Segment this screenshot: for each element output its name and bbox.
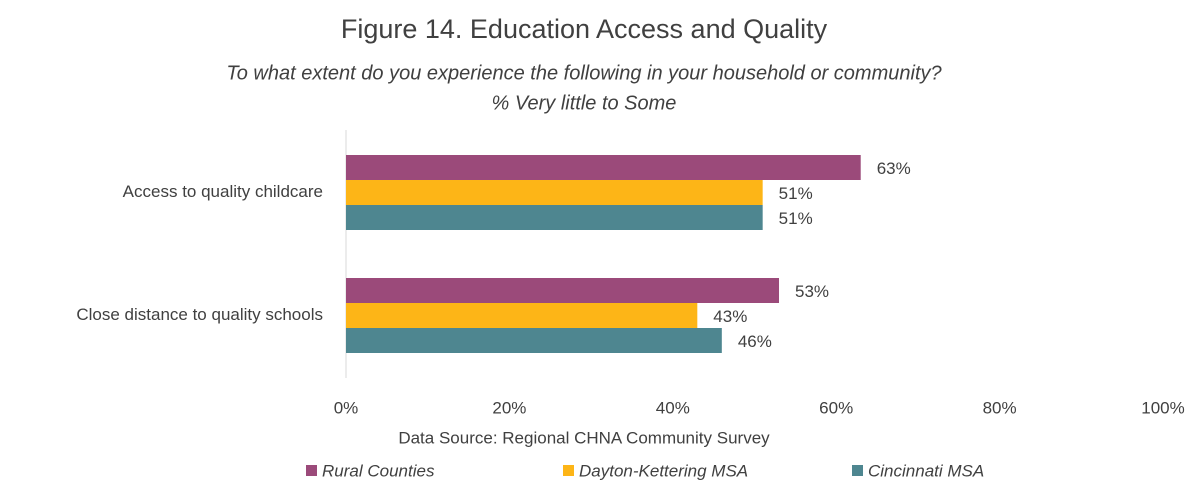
chart-subtitle: To what extent do you experience the fol… <box>226 62 942 84</box>
data-label: 43% <box>713 307 747 326</box>
legend-label: Rural Counties <box>322 461 435 480</box>
bar <box>346 180 763 205</box>
bar <box>346 155 861 180</box>
chart-title: Figure 14. Education Access and Quality <box>341 14 828 44</box>
y-tick-label: Close distance to quality schools <box>76 305 323 324</box>
x-tick-label: 0% <box>334 398 359 417</box>
chart-subtitle: % Very little to Some <box>492 92 677 114</box>
x-tick-label: 100% <box>1141 398 1184 417</box>
x-tick-label: 20% <box>492 398 526 417</box>
legend-label: Cincinnati MSA <box>868 461 984 480</box>
bar <box>346 205 763 230</box>
data-label: 51% <box>779 209 813 228</box>
data-label: 46% <box>738 332 772 351</box>
x-tick-label: 80% <box>983 398 1017 417</box>
x-tick-label: 40% <box>656 398 690 417</box>
x-axis-label: Data Source: Regional CHNA Community Sur… <box>398 428 770 447</box>
legend-label: Dayton-Kettering MSA <box>579 461 748 480</box>
y-tick-label: Access to quality childcare <box>123 182 323 201</box>
bar <box>346 278 780 303</box>
legend-swatch <box>306 465 317 476</box>
x-tick-label: 60% <box>819 398 853 417</box>
data-label: 63% <box>877 159 911 178</box>
legend-swatch <box>563 465 574 476</box>
legend-swatch <box>852 465 863 476</box>
data-label: 51% <box>779 184 813 203</box>
bar <box>346 303 698 328</box>
data-label: 53% <box>795 282 829 301</box>
bar <box>346 328 722 353</box>
